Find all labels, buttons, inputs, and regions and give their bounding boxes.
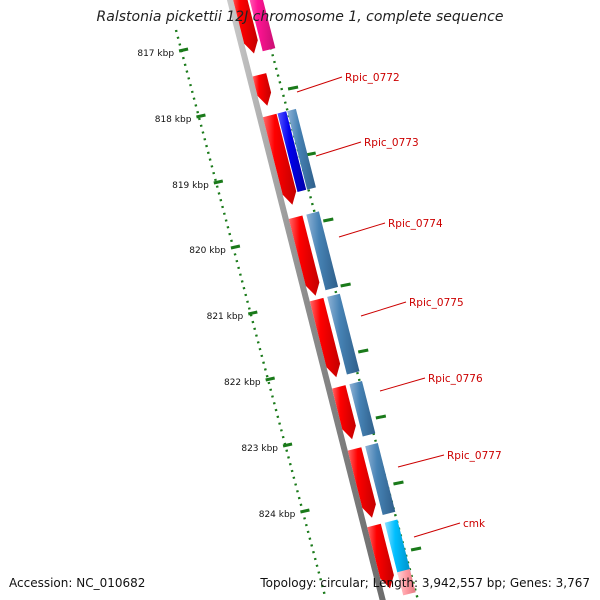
outer-major-tick [410,546,422,552]
cds-arrow [309,297,341,378]
gene-label: Rpic_0776 [428,373,483,385]
kbp-label: 822 kbp [224,378,261,388]
kbp-major-tick [300,508,310,514]
kbp-major-tick [178,47,189,53]
label-layer: Rpic_0772 Rpic_0773 Rpic_0774 Rpic_0775 Rpic… [296,72,502,538]
gene-label: Rpic_0772 [345,72,400,84]
gene-bar-blue [306,211,339,291]
gene-label: Rpic_0773 [364,137,419,149]
kbp-major-tick [282,442,293,448]
genome-summary-text: Topology: circular; Length: 3,942,557 bp… [260,576,590,590]
kbp-label: 818 kbp [155,115,192,125]
gene-label-leader [296,76,343,93]
cds-arrow [332,385,356,440]
kbp-label: 821 kbp [207,312,244,322]
kbp-major-tick [247,310,258,316]
gene-label-leader [413,522,461,538]
gene-bar-blue [349,381,376,437]
kbp-major-tick [196,113,206,119]
cds-arrow [367,523,394,589]
gene-label-leader [379,377,426,392]
gene-label: Rpic_0775 [409,297,464,309]
gene-bar-blue [287,108,316,190]
gene-label: cmk [463,518,486,530]
kbp-label: 823 kbp [241,444,278,454]
accession-text: Accession: NC_010682 [9,576,146,590]
cds-arrow [233,0,258,54]
backbone-line [226,0,386,600]
kbp-tick-layer: 817 kbp 818 kbp 819 kbp 820 kbp 821 kbp 822 k… [137,29,422,600]
kbp-major-tick [230,244,241,250]
gene-bar-magenta [249,0,276,52]
outer-major-tick [287,85,299,91]
cds-arrow [347,447,376,518]
gene-label-leader [360,301,407,317]
map-title: Ralstonia pickettii 12J chromosome 1, co… [96,9,504,25]
gene-bar-dark-blue [277,111,307,192]
outer-major-tick [322,217,334,223]
kbp-label: 817 kbp [137,49,174,59]
kbp-major-tick [265,376,275,382]
gene-label-leader [315,141,362,157]
gene-label: Rpic_0777 [447,450,502,462]
outer-major-tick [340,282,351,288]
gene-label-leader [338,222,386,238]
gene-bar-cyan [384,519,411,576]
outer-major-tick [357,348,369,354]
cds-arrow [252,73,272,106]
feature-layer [233,0,416,596]
kbp-label: 820 kbp [189,246,226,256]
outer-major-tick [375,414,387,420]
backbone-layer [226,0,386,600]
cds-arrow [288,215,320,296]
kbp-label: 819 kbp [172,181,209,191]
gene-label-leader [397,454,445,468]
gene-label: Rpic_0774 [388,218,443,230]
cds-arrow [262,113,297,205]
gene-bar-blue [365,443,396,515]
gene-bar-blue [327,293,360,375]
kbp-label: 824 kbp [259,510,296,520]
outer-major-tick [393,480,404,486]
kbp-major-tick [213,179,224,185]
gene-bar-pink [397,569,416,596]
